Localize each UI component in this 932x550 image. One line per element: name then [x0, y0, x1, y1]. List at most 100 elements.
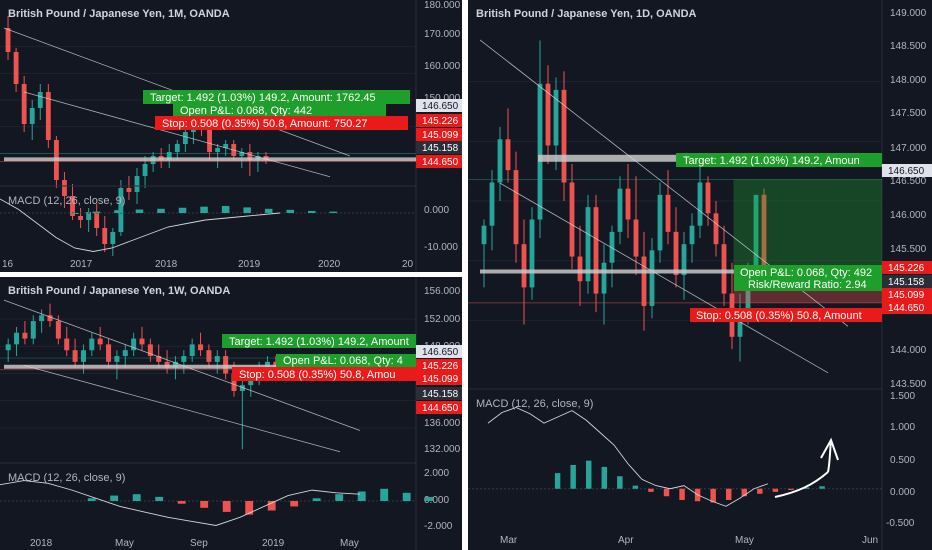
macd-histogram-bar [329, 211, 338, 213]
candle-down [641, 256, 647, 306]
time-axis[interactable]: 2018 May Sep 2019 May [30, 538, 359, 549]
price-tags: 146.650 145.226 145.099 145.158 144.650 [416, 99, 462, 168]
position-labels[interactable]: Target: 1.492 (1.03%) 149.2, Amoun Open … [676, 153, 882, 322]
macd-histogram-bar [357, 491, 366, 501]
candle-up [174, 144, 180, 152]
time-axis[interactable]: 16 2017 2018 2019 2020 20 [2, 259, 414, 270]
time-tick: 2018 [155, 259, 178, 270]
time-tick: Jun [862, 535, 878, 546]
macd-histogram-bar [819, 486, 825, 489]
macd-histogram-bar [617, 476, 623, 489]
macd-histogram-bar [135, 209, 144, 213]
macd-histogram-bar [264, 208, 273, 213]
price-tag-low: 145.099 [888, 290, 925, 301]
candle-down [505, 139, 511, 171]
price-tick: 152.000 [424, 314, 461, 325]
time-tick: Apr [618, 535, 634, 546]
hand-drawn-arrow [774, 437, 839, 498]
position-labels[interactable]: Target: 1.492 (1.03%) 149.2, Amount Open… [222, 334, 416, 381]
candle-up [14, 332, 20, 345]
open-pnl-label: Open P&L: 0.068, Qty: 4 [283, 355, 403, 367]
macd-histogram-bar [221, 206, 230, 213]
candle-up [181, 356, 187, 362]
candle-up [114, 356, 120, 362]
candle-down [721, 244, 727, 294]
candle-down [22, 332, 28, 339]
macd-histogram-bar [200, 501, 209, 508]
candle-up [134, 176, 140, 192]
position-labels[interactable]: Target: 1.492 (1.03%) 149.2, Amount: 176… [143, 90, 410, 130]
candle-up [182, 132, 188, 144]
price-tick: 148.000 [890, 75, 927, 86]
candle-up [601, 262, 607, 294]
candle-down [55, 321, 61, 339]
macd-histogram-bar [222, 501, 231, 512]
price-tags: 146.650 145.226 145.099 145.158 144.650 [416, 345, 462, 414]
candle-down [713, 213, 719, 245]
candle-up [497, 139, 503, 183]
monthly-chart-panel: British Pound / Japanese Yen, 1M, OANDA … [0, 0, 462, 272]
price-tick: 147.000 [890, 143, 927, 154]
price-axis[interactable]: 180.000 170.000 160.000 150.000 [424, 0, 461, 104]
target-label: Target: 1.492 (1.03%) 149.2, Amount: 176… [150, 92, 376, 104]
macd-line [487, 407, 769, 507]
price-tag-entry: 145.158 [888, 277, 925, 288]
time-axis[interactable]: Mar Apr May Jun [500, 535, 878, 546]
macd-tick: 1.500 [890, 391, 915, 402]
macd-histogram-bar [308, 210, 316, 213]
macd-histogram-bar [178, 207, 187, 213]
candle-up [80, 350, 86, 362]
candle-up [215, 148, 221, 152]
candle-down [5, 28, 11, 52]
daily-chart-panel: British Pound / Japanese Yen, 1D, OANDA … [468, 0, 932, 550]
macd-tick: -0.500 [886, 518, 915, 529]
time-tick: May [115, 538, 134, 549]
trendline-down [3, 299, 361, 431]
weekly-chart[interactable]: British Pound / Japanese Yen, 1W, OANDA … [0, 277, 462, 550]
candle-up [657, 194, 663, 251]
macd-histogram-bar [586, 460, 592, 489]
price-tag-stop: 144.650 [422, 157, 459, 168]
price-tick: 170.000 [424, 29, 461, 40]
weekly-chart-panel: British Pound / Japanese Yen, 1W, OANDA … [0, 277, 462, 550]
macd-label: MACD (12, 26, close, 9) [8, 195, 125, 207]
macd-histogram-bar [601, 466, 607, 489]
candle-down [207, 128, 212, 152]
macd-histogram-bar [757, 488, 763, 494]
price-tag-target: 146.650 [888, 166, 925, 177]
candle-down [21, 84, 27, 124]
price-axis[interactable]: 149.000 148.500 148.000 147.500 147.000 … [890, 8, 927, 390]
trendline-channel [23, 91, 331, 178]
macd-histogram-bar [267, 501, 276, 511]
candle-down [62, 180, 67, 196]
price-tick: 149.000 [890, 8, 927, 19]
candle-up [89, 338, 95, 351]
macd-tick: 1.000 [890, 422, 915, 433]
macd-histogram-bar [788, 488, 794, 490]
candle-up [122, 350, 128, 357]
candle-down [156, 356, 162, 362]
macd-histogram-bar [177, 501, 186, 504]
time-tick: 2017 [70, 259, 93, 270]
monthly-chart[interactable]: British Pound / Japanese Yen, 1M, OANDA … [0, 0, 462, 272]
macd-histogram-bar [554, 473, 561, 489]
price-tag-current: 145.226 [422, 116, 459, 127]
candle-down [625, 188, 631, 220]
candle-down [139, 338, 145, 345]
candle-down [673, 231, 679, 276]
candle-up [753, 194, 759, 269]
profit-zone [733, 179, 882, 272]
price-tag-stop: 144.650 [888, 303, 925, 314]
candle-up [617, 188, 623, 232]
time-tick: May [735, 535, 754, 546]
candle-up [37, 92, 43, 108]
macd-label: MACD (12, 26, close, 9) [8, 472, 125, 484]
macd-line [0, 480, 361, 526]
candle-up [214, 356, 220, 362]
candle-up [239, 385, 245, 391]
macd-histogram-bar [290, 501, 299, 507]
daily-chart[interactable]: British Pound / Japanese Yen, 1D, OANDA … [468, 0, 932, 550]
time-tick: May [340, 538, 359, 549]
price-tick: 180.000 [424, 0, 461, 11]
candle-up [142, 164, 148, 176]
